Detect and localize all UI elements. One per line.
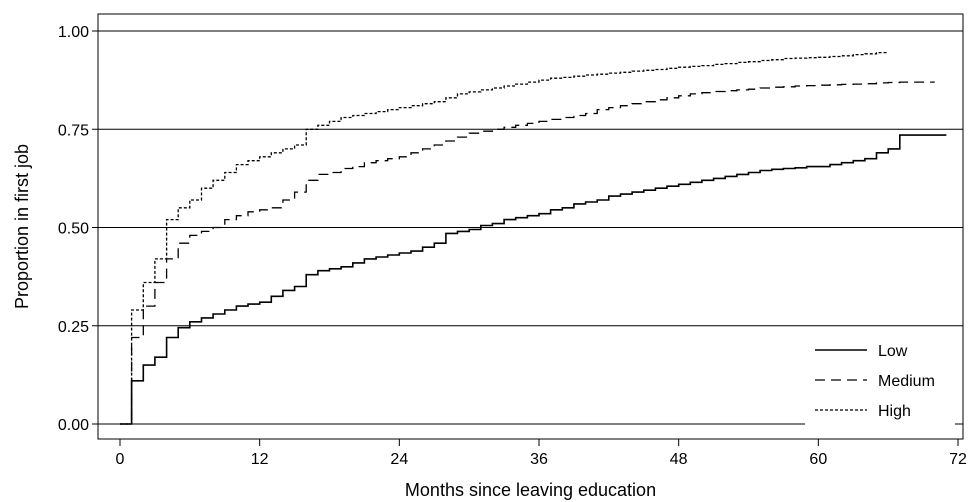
series-line-low — [120, 134, 947, 425]
x-tick-label: 60 — [809, 451, 827, 468]
y-tick-label: 1.00 — [58, 24, 89, 41]
legend: Low Medium High — [805, 330, 955, 430]
x-tick-label: 72 — [949, 451, 967, 468]
y-axis-ticks: 0.00 0.25 0.50 0.75 1.00 — [58, 24, 98, 434]
x-tick-label: 36 — [530, 451, 548, 468]
y-axis-title: Proportion in first job — [12, 144, 32, 309]
plot-area-frame — [97, 13, 964, 440]
y-tick-label: 0.00 — [58, 417, 89, 434]
x-tick-label: 48 — [670, 451, 688, 468]
y-tick-label: 0.50 — [58, 221, 89, 238]
series-line-high — [120, 51, 889, 425]
y-tick-label: 0.75 — [58, 122, 89, 139]
legend-label-high: High — [878, 403, 911, 420]
x-tick-label: 0 — [116, 451, 125, 468]
legend-background — [805, 330, 955, 430]
series-group — [120, 51, 947, 425]
legend-label-low: Low — [878, 343, 908, 360]
x-tick-label: 12 — [251, 451, 269, 468]
y-tick-label: 0.25 — [58, 319, 89, 336]
legend-label-medium: Medium — [878, 373, 935, 390]
x-axis-title: Months since leaving education — [405, 480, 656, 500]
x-axis-ticks: 0 12 24 36 48 60 72 — [116, 439, 967, 468]
x-tick-label: 24 — [390, 451, 408, 468]
